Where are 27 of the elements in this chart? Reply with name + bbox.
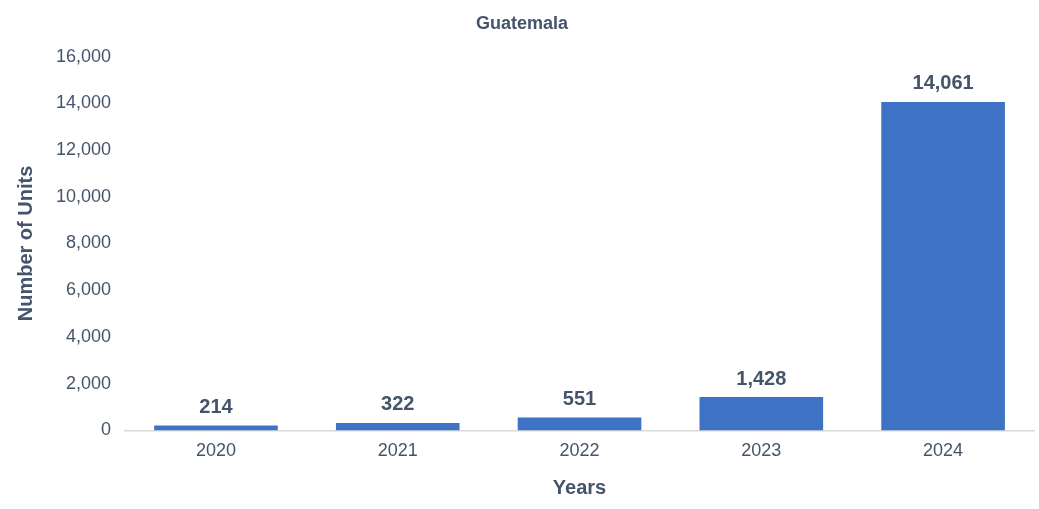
y-axis-title: Number of Units	[13, 165, 36, 322]
data-label: 1,428	[736, 366, 787, 389]
y-tick-label: 0	[101, 419, 112, 440]
y-tick-label: 12,000	[55, 139, 112, 160]
bar	[335, 422, 460, 431]
y-tick-label: 4,000	[66, 325, 112, 346]
y-tick-label: 14,000	[55, 92, 112, 113]
y-tick-label: 6,000	[66, 279, 112, 300]
bar	[154, 425, 278, 431]
bar	[517, 417, 642, 431]
y-tick-label: 8,000	[66, 232, 112, 253]
y-tick-label: 16,000	[55, 45, 112, 66]
bar	[699, 397, 824, 431]
y-tick-label: 2,000	[66, 372, 112, 393]
x-tick-label: 2020	[195, 440, 236, 461]
x-tick-label: 2023	[741, 440, 782, 461]
bar	[881, 101, 1005, 431]
data-label: 14,061	[912, 71, 974, 94]
data-label: 551	[562, 387, 597, 410]
x-tick-label: 2021	[377, 440, 418, 461]
x-tick-label: 2022	[559, 440, 600, 461]
chart-title: Guatemala	[475, 12, 569, 33]
x-axis-title: Years	[552, 475, 607, 498]
data-label: 214	[199, 394, 234, 417]
y-tick-label: 10,000	[55, 185, 112, 206]
data-label: 322	[381, 392, 415, 415]
x-tick-label: 2024	[923, 440, 964, 461]
